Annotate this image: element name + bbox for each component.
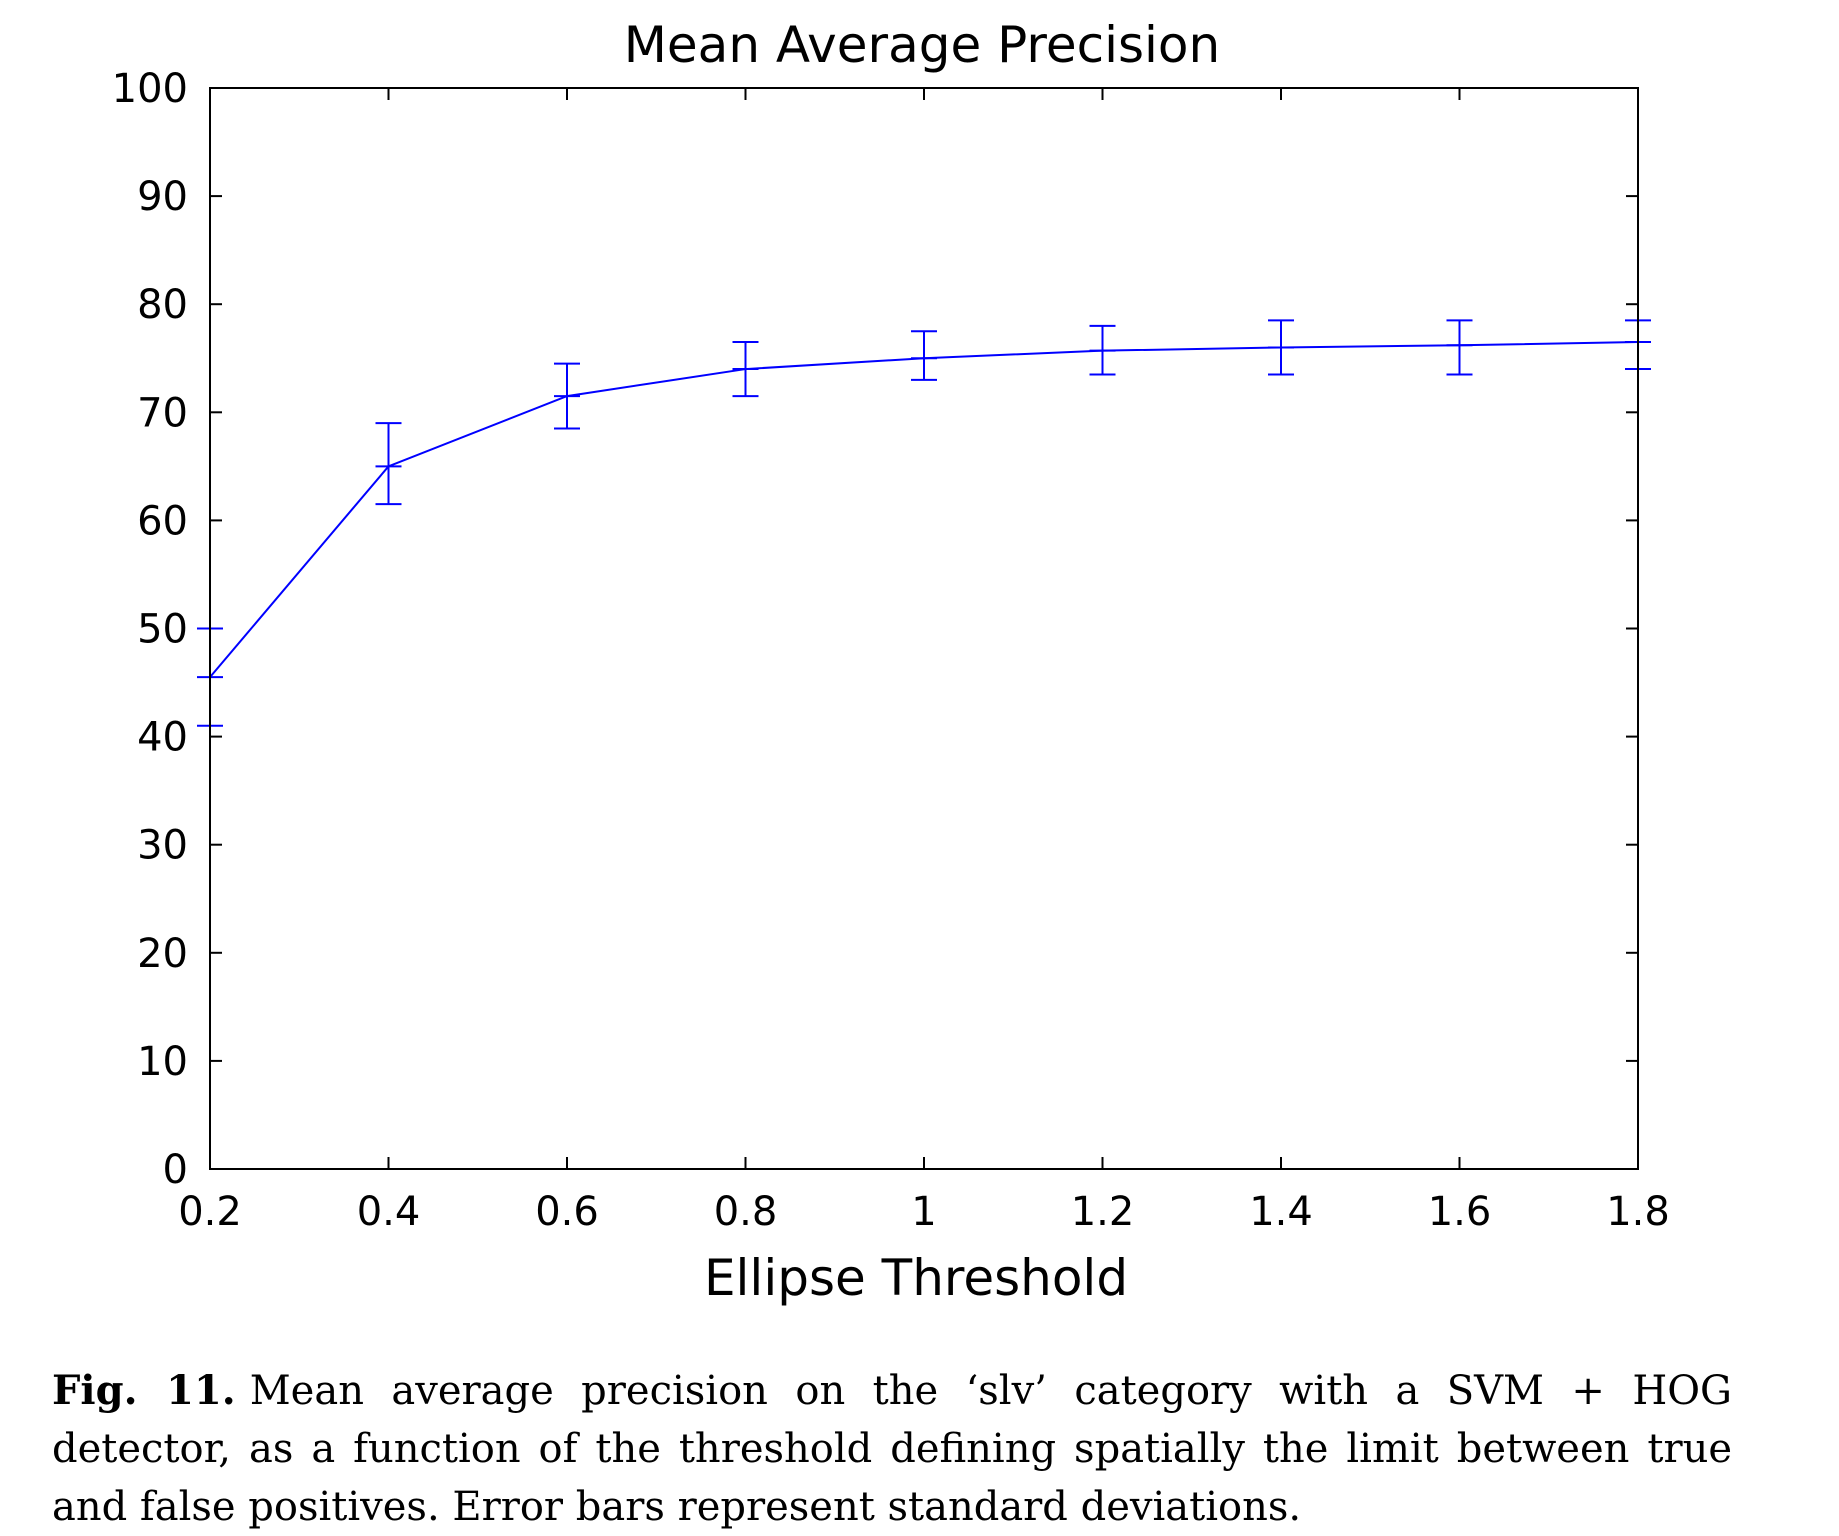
x-axis-label: Ellipse Threshold bbox=[704, 1249, 1128, 1307]
x-tick-label: 1.8 bbox=[1606, 1189, 1670, 1235]
y-tick-label: 100 bbox=[112, 66, 188, 112]
y-tick-label: 40 bbox=[137, 715, 188, 761]
y-tick-label: 50 bbox=[137, 607, 188, 653]
x-tick-label: 0.2 bbox=[178, 1189, 242, 1235]
y-tick-label: 60 bbox=[137, 498, 188, 544]
plot-frame bbox=[209, 87, 1639, 1170]
chart-title: Mean Average Precision bbox=[624, 16, 1220, 74]
plot-background bbox=[210, 88, 1638, 1169]
y-tick-label: 90 bbox=[137, 174, 188, 220]
figure-caption: Fig. 11. Mean average precision on the ‘s… bbox=[52, 1362, 1732, 1536]
y-tick-label: 0 bbox=[163, 1147, 188, 1193]
y-tick-label: 70 bbox=[137, 390, 188, 436]
chart-svg: 0.2 0.4 0.6 0.8 1 1.2 1.4 1.6 1.8 0 10 20 30 40 50 60 70… bbox=[112, 16, 1670, 1307]
figure-caption-text: Mean average precision on the ‘slv’ cate… bbox=[52, 1368, 1732, 1530]
x-tick-label: 1.2 bbox=[1071, 1189, 1135, 1235]
figure-label: Fig. 11. bbox=[52, 1367, 236, 1414]
x-tick-label: 1 bbox=[911, 1189, 936, 1235]
y-tick-label: 30 bbox=[137, 823, 188, 869]
y-tick-label: 80 bbox=[137, 282, 188, 328]
x-tick-label: 1.4 bbox=[1249, 1189, 1313, 1235]
x-tick-label: 0.6 bbox=[535, 1189, 599, 1235]
chart: 0.2 0.4 0.6 0.8 1 1.2 1.4 1.6 1.8 0 10 20 30 40 50 60 70… bbox=[112, 16, 1670, 1307]
y-tick-label: 20 bbox=[137, 931, 188, 977]
x-tick-label: 1.6 bbox=[1428, 1189, 1492, 1235]
x-tick-label: 0.8 bbox=[714, 1189, 778, 1235]
y-tick-label: 10 bbox=[137, 1039, 188, 1085]
x-tick-label: 0.4 bbox=[357, 1189, 421, 1235]
